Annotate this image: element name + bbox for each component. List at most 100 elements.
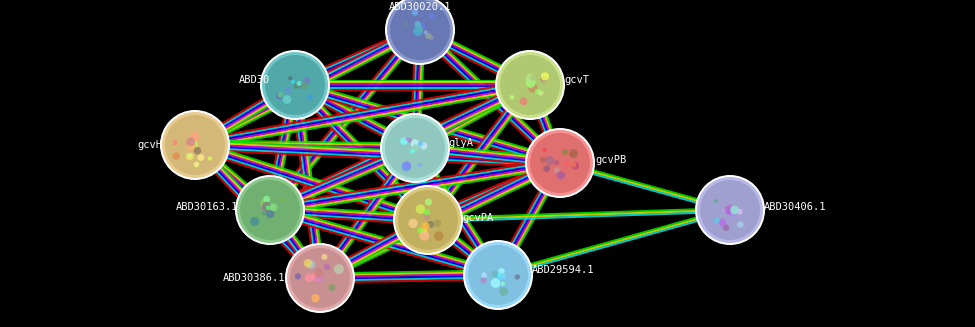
- Text: ABD29594.1: ABD29594.1: [532, 265, 595, 275]
- Text: gcvPB: gcvPB: [595, 155, 626, 165]
- Circle shape: [160, 110, 230, 180]
- Circle shape: [385, 0, 455, 65]
- Circle shape: [311, 294, 320, 302]
- Circle shape: [434, 231, 444, 241]
- Circle shape: [387, 0, 453, 63]
- Circle shape: [287, 245, 353, 311]
- Circle shape: [240, 180, 300, 240]
- Circle shape: [526, 74, 534, 83]
- Circle shape: [324, 264, 331, 270]
- Circle shape: [208, 156, 213, 161]
- Circle shape: [499, 273, 506, 280]
- Circle shape: [425, 33, 432, 39]
- Circle shape: [263, 196, 270, 203]
- Circle shape: [398, 190, 458, 250]
- Circle shape: [194, 162, 199, 167]
- Circle shape: [296, 81, 301, 86]
- Circle shape: [261, 198, 268, 204]
- Circle shape: [198, 154, 204, 161]
- Circle shape: [237, 177, 303, 243]
- Circle shape: [415, 204, 425, 214]
- Circle shape: [162, 112, 228, 178]
- Circle shape: [417, 227, 424, 234]
- Circle shape: [333, 264, 344, 274]
- Circle shape: [723, 208, 727, 213]
- Circle shape: [307, 260, 316, 269]
- Circle shape: [545, 156, 555, 165]
- Circle shape: [188, 153, 192, 158]
- Circle shape: [315, 274, 324, 283]
- Circle shape: [387, 120, 443, 176]
- Circle shape: [260, 203, 268, 212]
- Circle shape: [404, 161, 411, 168]
- Circle shape: [423, 209, 430, 215]
- Circle shape: [262, 202, 271, 211]
- Circle shape: [289, 76, 292, 80]
- Circle shape: [429, 14, 434, 18]
- Circle shape: [414, 24, 423, 32]
- Circle shape: [719, 219, 726, 226]
- Circle shape: [554, 167, 560, 173]
- Text: ABD30386.1: ABD30386.1: [222, 273, 285, 283]
- Circle shape: [187, 142, 196, 151]
- Circle shape: [731, 214, 735, 218]
- Circle shape: [571, 162, 576, 167]
- Circle shape: [382, 115, 448, 181]
- Circle shape: [714, 217, 720, 224]
- Circle shape: [557, 171, 565, 180]
- Circle shape: [284, 86, 292, 95]
- Circle shape: [737, 209, 743, 215]
- Circle shape: [267, 57, 323, 113]
- Circle shape: [565, 162, 568, 166]
- Circle shape: [490, 278, 500, 288]
- Circle shape: [390, 0, 450, 60]
- Circle shape: [194, 147, 201, 154]
- Circle shape: [278, 92, 284, 97]
- Circle shape: [395, 187, 461, 253]
- Circle shape: [393, 185, 463, 255]
- Circle shape: [402, 162, 411, 171]
- Circle shape: [294, 81, 301, 89]
- Circle shape: [538, 90, 543, 96]
- Circle shape: [418, 141, 423, 146]
- Circle shape: [515, 274, 520, 280]
- Circle shape: [526, 81, 533, 87]
- Circle shape: [525, 128, 595, 198]
- Circle shape: [427, 221, 434, 228]
- Circle shape: [408, 139, 412, 143]
- Circle shape: [260, 50, 330, 120]
- Circle shape: [283, 95, 292, 104]
- Circle shape: [730, 206, 739, 214]
- Circle shape: [294, 273, 301, 280]
- Text: ABD30406.1: ABD30406.1: [764, 202, 827, 212]
- Circle shape: [322, 254, 328, 260]
- Circle shape: [542, 147, 547, 152]
- Circle shape: [410, 149, 415, 154]
- Circle shape: [532, 135, 588, 191]
- Circle shape: [266, 205, 270, 210]
- Circle shape: [305, 273, 314, 282]
- Circle shape: [173, 140, 177, 145]
- Circle shape: [410, 139, 419, 148]
- Circle shape: [499, 287, 508, 296]
- Circle shape: [421, 228, 427, 233]
- Circle shape: [714, 199, 719, 203]
- Text: gcvH: gcvH: [137, 140, 162, 150]
- Circle shape: [400, 192, 456, 248]
- Circle shape: [554, 160, 560, 165]
- Circle shape: [186, 153, 194, 161]
- Circle shape: [416, 26, 423, 33]
- Circle shape: [434, 219, 442, 227]
- Circle shape: [303, 77, 310, 84]
- Circle shape: [463, 240, 533, 310]
- Circle shape: [260, 199, 270, 208]
- Circle shape: [695, 175, 765, 245]
- Circle shape: [406, 137, 409, 141]
- Text: gcvPA: gcvPA: [462, 213, 493, 223]
- Circle shape: [235, 175, 305, 245]
- Circle shape: [496, 273, 500, 277]
- Circle shape: [392, 2, 448, 58]
- Circle shape: [482, 272, 487, 278]
- Circle shape: [308, 95, 313, 99]
- Circle shape: [292, 85, 297, 89]
